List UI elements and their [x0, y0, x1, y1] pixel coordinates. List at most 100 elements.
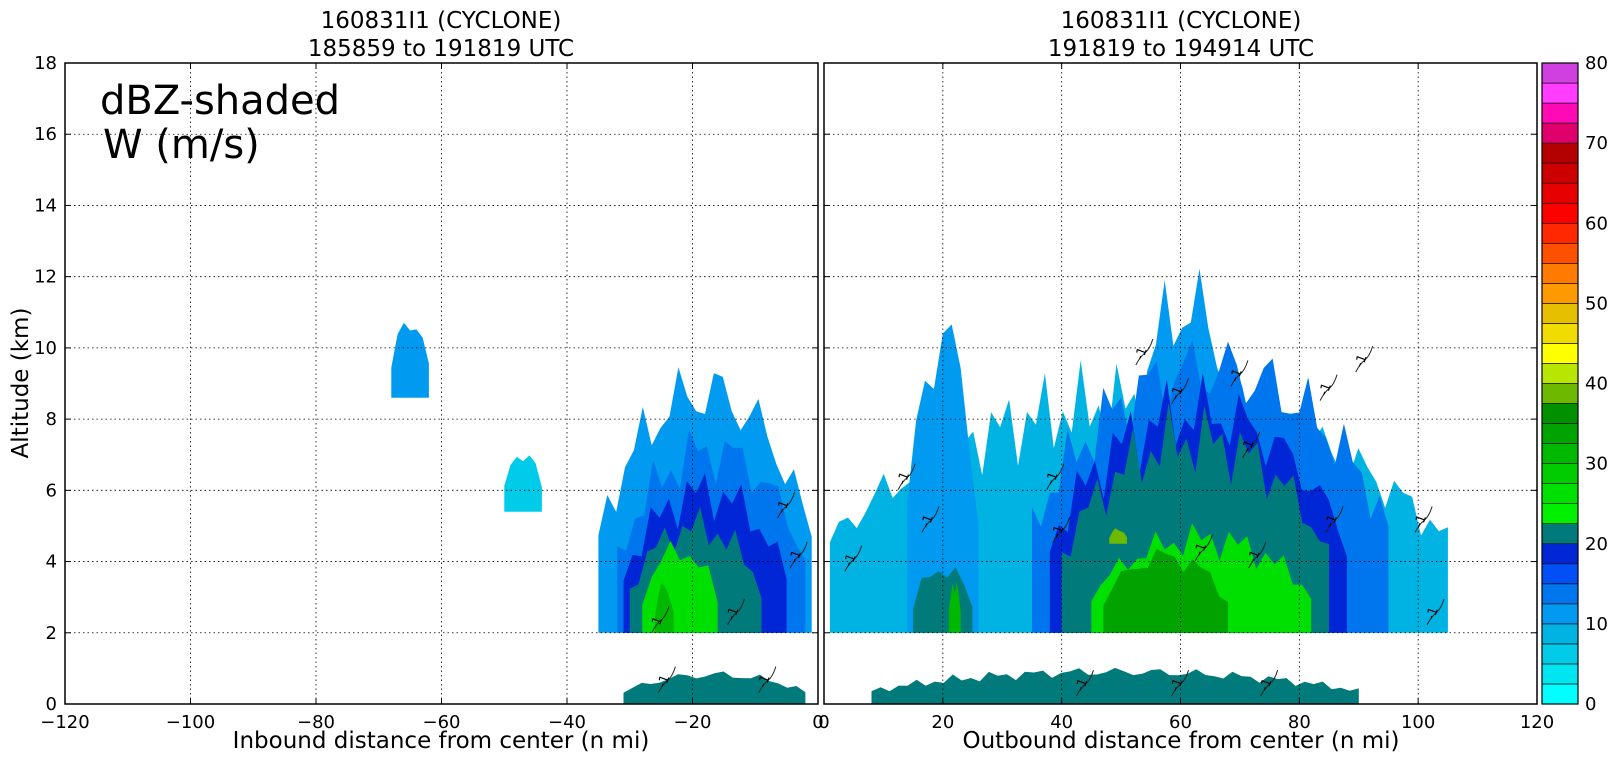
left-reflectivity-region	[654, 583, 674, 633]
right-w-contour-label: -1	[1239, 438, 1258, 455]
right-w-contour-line	[1194, 534, 1213, 562]
left-x-tick-label: −80	[297, 712, 335, 733]
left-w-contour-line	[789, 541, 808, 569]
colorbar-segment	[1541, 182, 1579, 204]
right-w-contour-line	[1355, 345, 1374, 373]
right-w-contour-label: -1	[895, 470, 914, 487]
right-x-tick-label: 40	[1050, 712, 1073, 733]
right-w-contour-label: -1	[1423, 605, 1442, 622]
left-panel: 160831I1 (CYCLONE) 185859 to 191819 UTC …	[8, 8, 824, 754]
left-w-contour-line	[777, 491, 796, 519]
right-w-contour-line	[921, 506, 940, 533]
colorbar-ticks: 0 10 20 30 40 50 60 70 80	[1585, 53, 1608, 715]
right-w-contour-label: -1	[1168, 384, 1187, 401]
left-reflectivity-field	[391, 322, 812, 704]
colorbar-segment	[1541, 543, 1579, 565]
colorbar-tick-label: 50	[1585, 293, 1608, 314]
colorbar-segment	[1541, 222, 1579, 244]
right-w-contour-line	[1426, 598, 1445, 626]
colorbar-frame	[1541, 62, 1579, 705]
colorbar-tick-label: 20	[1585, 534, 1608, 555]
right-w-contour-line	[1075, 670, 1094, 697]
right-x-tick-label: 100	[1401, 712, 1435, 733]
right-w-contour-label: -1	[1245, 548, 1264, 565]
y-tick-label: 18	[34, 53, 57, 74]
right-w-contour-label: -1	[1132, 345, 1151, 362]
colorbar-segment	[1541, 683, 1579, 705]
right-x-ticks: 0 20 40 60 80 100 120	[818, 63, 1554, 733]
left-w-contour-label: -1	[774, 498, 793, 515]
right-x-tick-label: 0	[818, 712, 829, 733]
colorbar-segment	[1541, 343, 1579, 364]
left-annotation-line2: W (m/s)	[103, 122, 260, 168]
left-w-contour-line	[758, 666, 777, 693]
right-x-axis-label: Outbound distance from center (n mi)	[963, 728, 1400, 754]
right-title-line2: 191819 to 194914 UTC	[1048, 36, 1314, 62]
left-w-contours: 1-1-1-1-1 -1	[649, 491, 808, 693]
colorbar-segment	[1541, 242, 1579, 264]
y-tick-label: 4	[46, 552, 57, 573]
colorbar-segment	[1541, 122, 1579, 144]
colorbar-tick-label: 70	[1585, 133, 1608, 154]
colorbar-tick-label: 80	[1585, 53, 1608, 74]
colorbar-segment	[1541, 202, 1579, 224]
right-reflectivity-field	[829, 268, 1448, 704]
right-w-contour-line	[1260, 670, 1279, 697]
left-w-contour-label: -1	[655, 673, 674, 690]
right-w-contour-line	[1319, 374, 1338, 401]
colorbar-segment	[1541, 403, 1579, 424]
right-w-contours: -1 -1 -1 -1 -1 -1 -1 -1 -1 -1 -1 -1 -1 -1 -1 -1 -1 -1 -1	[841, 338, 1445, 697]
right-x-tick-label: 60	[1169, 712, 1192, 733]
right-title-line1: 160831I1 (CYCLONE)	[1061, 8, 1302, 34]
y-tick-label: 8	[46, 409, 57, 430]
colorbar-segment	[1541, 563, 1579, 585]
right-x-tick-label: 20	[931, 712, 954, 733]
colorbar-segment	[1541, 363, 1579, 384]
right-w-contour-line	[1242, 431, 1261, 458]
right-w-contour-line	[1414, 506, 1433, 533]
right-reflectivity-region	[907, 324, 979, 633]
left-x-ticks: −120 −100 −80 −60 −40 −20 0	[40, 63, 824, 733]
colorbar-segment	[1541, 463, 1579, 484]
right-w-contour-line	[1325, 506, 1344, 533]
y-axis-label: Altitude (km)	[8, 308, 34, 459]
right-w-contour-label: -1	[1316, 381, 1335, 398]
right-grid	[824, 63, 1537, 704]
y-tick-label: 2	[46, 623, 57, 644]
right-w-contour-line	[1230, 360, 1249, 387]
colorbar-segment	[1541, 443, 1579, 464]
left-x-tick-label: −120	[40, 712, 89, 733]
left-w-contour-line	[651, 605, 670, 633]
y-tick-label: 0	[46, 694, 57, 715]
right-w-contour-label: -1	[1168, 676, 1187, 693]
colorbar-tick-label: 30	[1585, 454, 1608, 475]
left-w-contour-label: -1	[755, 673, 774, 690]
colorbar-segment	[1541, 423, 1579, 444]
y-tick-label: 14	[34, 195, 57, 216]
right-w-contour-line	[897, 463, 916, 490]
colorbar-segment	[1541, 523, 1579, 545]
right-w-contour-label: -1	[1322, 513, 1341, 530]
colorbar	[1541, 62, 1579, 705]
right-reflectivity-region	[1103, 548, 1228, 633]
right-reflectivity-region	[948, 581, 961, 633]
colorbar-segment	[1541, 82, 1579, 104]
colorbar-segment	[1541, 503, 1579, 525]
colorbar-segment	[1541, 383, 1579, 404]
right-reflectivity-region	[1109, 528, 1127, 544]
colorbar-segment	[1541, 583, 1579, 605]
right-w-contour-line	[1135, 338, 1154, 366]
colorbar-segment	[1541, 162, 1579, 184]
right-reflectivity-region	[871, 667, 1359, 704]
right-w-contour-label: -1	[1412, 513, 1431, 530]
right-w-contour-label: -1	[1073, 676, 1092, 693]
y-tick-label: 12	[34, 267, 57, 288]
colorbar-segment	[1541, 323, 1579, 344]
left-grid	[65, 63, 818, 704]
left-reflectivity-region	[391, 322, 429, 398]
right-w-contour-label: -1	[1352, 352, 1371, 369]
left-x-tick-label: −60	[423, 712, 461, 733]
right-w-contour-label: -1	[1043, 470, 1062, 487]
colorbar-segment	[1541, 102, 1579, 124]
right-w-contour-label: -1	[1227, 367, 1246, 384]
